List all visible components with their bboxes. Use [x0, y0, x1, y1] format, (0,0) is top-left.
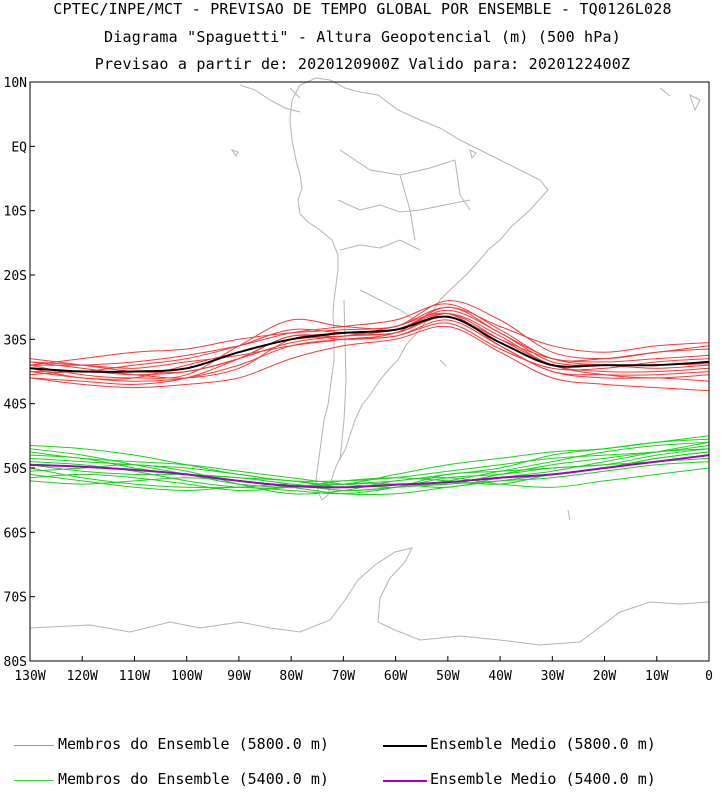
- x-tick-label: 120W: [67, 669, 98, 684]
- x-tick-label: 100W: [171, 669, 202, 684]
- legend-swatch-members-5400: [14, 780, 54, 781]
- x-tick-label: 70W: [332, 669, 356, 684]
- series-line: [30, 322, 709, 376]
- series-line: [30, 445, 709, 482]
- legend-label-members-5800: Membros do Ensemble (5800.0 m): [58, 735, 329, 753]
- series-line: [30, 435, 709, 485]
- series-line: [30, 454, 709, 489]
- y-axis: 10N EQ 10S 20S 30S 40S 50S 60S 70S 80S: [4, 76, 35, 670]
- y-tick-label: 30S: [4, 333, 27, 348]
- y-tick-label: 80S: [4, 655, 27, 670]
- x-tick-label: 0: [705, 669, 713, 684]
- series-line: [30, 300, 709, 379]
- x-tick-label: 40W: [488, 669, 512, 684]
- plot-frame: [29, 81, 710, 662]
- series-line: [30, 313, 709, 380]
- x-axis: 130W 120W 110W 100W 90W 80W 70W 60W 50W 40W 30W 20W…: [14, 656, 713, 684]
- x-tick-label: 130W: [14, 669, 45, 684]
- y-tick-label: EQ: [11, 140, 27, 155]
- islands: [230, 87, 701, 521]
- series-line: [30, 457, 709, 495]
- coastline-map: [29, 77, 710, 646]
- y-tick-label: 40S: [4, 398, 27, 413]
- x-tick-label: 110W: [119, 669, 150, 684]
- legend-swatch-mean-5800: [383, 745, 427, 747]
- legend-label-mean-5800: Ensemble Medio (5800.0 m): [430, 735, 656, 753]
- x-tick-label: 30W: [541, 669, 565, 684]
- y-tick-label: 50S: [4, 462, 27, 477]
- header-subtitle: Diagrama "Spaguetti" - Altura Geopotenci…: [104, 28, 621, 46]
- series-line: [30, 441, 709, 492]
- x-tick-label: 50W: [436, 669, 460, 684]
- series-line: [30, 306, 709, 366]
- south-america-coastline: [289, 77, 549, 501]
- antarctica-coastline: [29, 547, 710, 646]
- y-tick-label: 10S: [4, 205, 27, 220]
- legend-swatch-members-5800: [14, 745, 54, 746]
- y-tick-label: 10N: [4, 76, 27, 91]
- series-line: [30, 325, 709, 392]
- south-america-borders: [337, 149, 471, 461]
- x-tick-label: 10W: [645, 669, 669, 684]
- series-line: [30, 303, 709, 366]
- plot-area: [29, 81, 710, 662]
- series-line: [30, 313, 709, 373]
- header-validity: Previsao a partir de: 2020120900Z Valido…: [94, 55, 631, 73]
- legend-label-members-5400: Membros do Ensemble (5400.0 m): [58, 770, 329, 788]
- x-tick-label: 20W: [593, 669, 617, 684]
- y-tick-label: 70S: [4, 591, 27, 606]
- series-line: [30, 315, 709, 373]
- y-tick-label: 60S: [4, 526, 27, 541]
- x-tick-label: 60W: [384, 669, 408, 684]
- x-tick-label: 90W: [227, 669, 251, 684]
- legend-swatch-mean-5400: [383, 780, 427, 782]
- x-tick-label: 80W: [279, 669, 303, 684]
- series-line: [30, 448, 709, 492]
- legend-label-mean-5400: Ensemble Medio (5400.0 m): [430, 770, 656, 788]
- y-tick-label: 20S: [4, 269, 27, 284]
- header-title: CPTEC/INPE/MCT - PREVISAO DE TEMPO GLOBA…: [53, 0, 672, 18]
- central-america-coastline: [239, 84, 301, 113]
